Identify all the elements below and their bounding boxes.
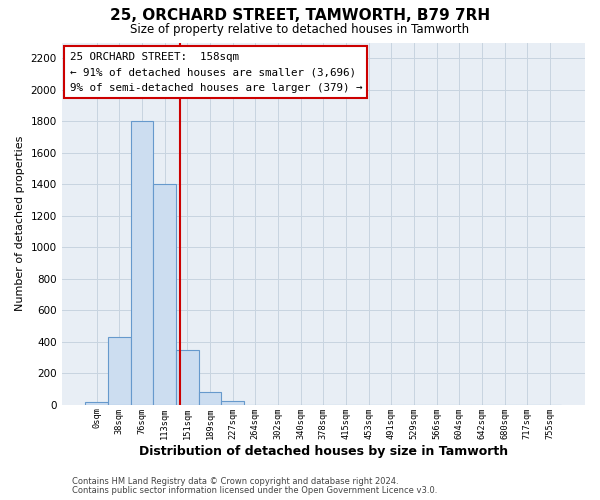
Text: 25, ORCHARD STREET, TAMWORTH, B79 7RH: 25, ORCHARD STREET, TAMWORTH, B79 7RH: [110, 8, 490, 22]
Text: Size of property relative to detached houses in Tamworth: Size of property relative to detached ho…: [130, 22, 470, 36]
Bar: [176, 350, 199, 405]
Bar: [108, 337, 131, 404]
Text: 25 ORCHARD STREET:  158sqm
← 91% of detached houses are smaller (3,696)
9% of se: 25 ORCHARD STREET: 158sqm ← 91% of detac…: [70, 52, 362, 93]
Bar: [221, 400, 244, 404]
Bar: [199, 392, 221, 404]
Y-axis label: Number of detached properties: Number of detached properties: [15, 136, 25, 312]
Text: Contains public sector information licensed under the Open Government Licence v3: Contains public sector information licen…: [72, 486, 437, 495]
Bar: [131, 121, 154, 405]
Text: Contains HM Land Registry data © Crown copyright and database right 2024.: Contains HM Land Registry data © Crown c…: [72, 477, 398, 486]
X-axis label: Distribution of detached houses by size in Tamworth: Distribution of detached houses by size …: [139, 444, 508, 458]
Bar: [85, 402, 108, 404]
Bar: [154, 184, 176, 404]
